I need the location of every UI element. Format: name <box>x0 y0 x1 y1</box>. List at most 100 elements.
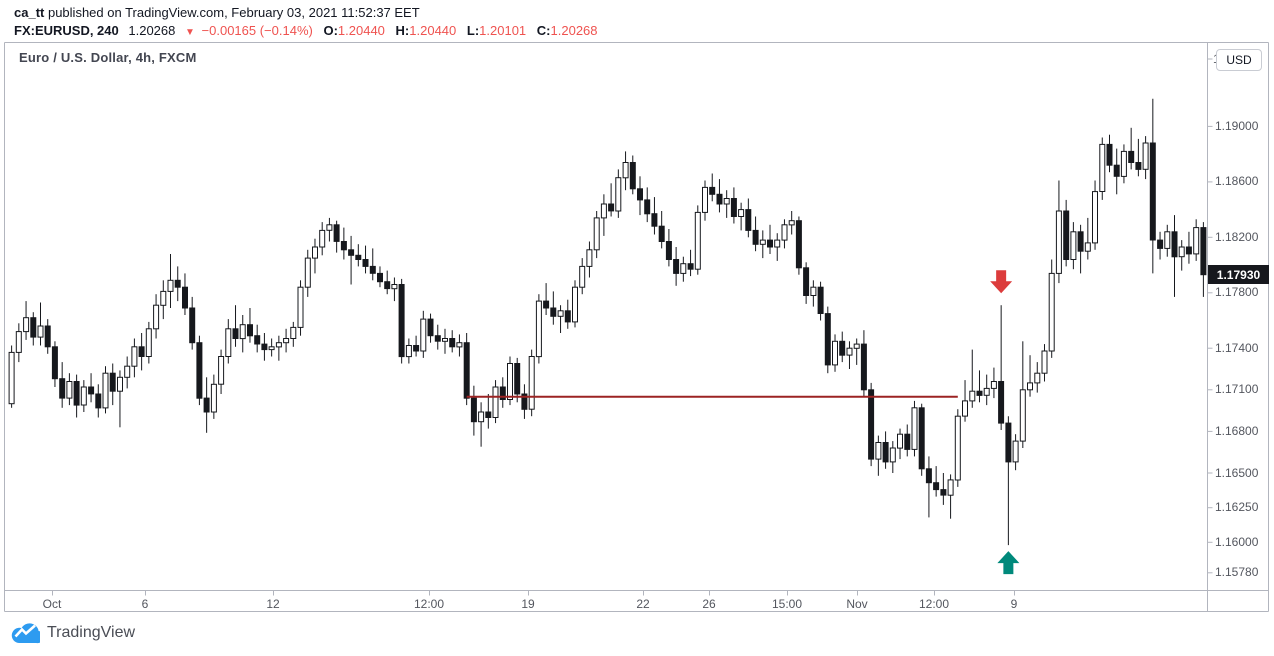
candle <box>868 382 875 467</box>
candle <box>1019 341 1026 448</box>
high-value: 1.20440 <box>409 23 457 38</box>
candle <box>261 333 268 361</box>
candle <box>73 374 80 418</box>
candle <box>304 249 311 297</box>
candles-layer <box>8 98 1207 546</box>
close-value: 1.20268 <box>550 23 598 38</box>
candle <box>680 256 687 282</box>
candle <box>593 211 600 259</box>
change-value: −0.00165 (−0.14%) <box>201 23 313 38</box>
candle <box>665 229 672 267</box>
candle <box>167 254 174 308</box>
author-name: ca_tt <box>14 5 45 20</box>
candle <box>153 294 160 339</box>
high-label: H: <box>395 23 410 38</box>
candle <box>1200 222 1207 297</box>
candle <box>543 283 550 315</box>
candle <box>990 367 997 399</box>
candle <box>586 241 593 278</box>
candle <box>1084 217 1091 260</box>
candle <box>528 349 535 417</box>
candle <box>413 335 420 357</box>
candle <box>369 248 376 281</box>
candle <box>687 249 694 277</box>
candle <box>1077 224 1084 274</box>
candle <box>1063 199 1070 267</box>
candle <box>109 363 116 406</box>
candle <box>817 281 824 321</box>
candle <box>564 299 571 329</box>
arrow-down-marker <box>990 270 1013 294</box>
candle <box>839 331 846 363</box>
candle <box>15 323 22 363</box>
candle <box>283 328 290 353</box>
time-axis-label: 12:00 <box>413 597 445 611</box>
chart-frame <box>4 42 1269 612</box>
price-axis-label: 1.16250 <box>1215 500 1259 515</box>
candle <box>716 179 723 213</box>
candle <box>1113 148 1120 195</box>
close-label: C: <box>536 23 551 38</box>
candle <box>723 190 730 218</box>
candle <box>297 280 304 336</box>
candle <box>860 330 867 397</box>
candle <box>1048 259 1055 358</box>
candle <box>1164 224 1171 257</box>
open-value: 1.20440 <box>337 23 385 38</box>
candle <box>752 216 759 252</box>
tradingview-logo[interactable]: TradingView <box>10 621 135 644</box>
arrow-up-marker <box>997 551 1020 575</box>
candle <box>557 305 564 333</box>
time-axis-label: 12 <box>266 597 280 611</box>
candle <box>1178 240 1185 271</box>
tradingview-logo-text: TradingView <box>47 623 136 641</box>
candle <box>326 217 333 242</box>
candle <box>788 211 795 235</box>
candle <box>1041 344 1048 382</box>
time-axis-label: 22 <box>636 597 650 611</box>
time-axis-label: 26 <box>702 597 716 611</box>
quote-line: FX:EURUSD, 240 1.20268 ▼ −0.00165 (−0.14… <box>14 22 598 41</box>
candle <box>499 377 506 408</box>
candle <box>832 334 838 372</box>
candle <box>702 180 708 221</box>
candle <box>969 349 976 408</box>
candle <box>608 183 615 217</box>
candle <box>124 356 131 389</box>
candle <box>651 197 658 235</box>
candle <box>405 338 412 364</box>
candle <box>1099 137 1106 200</box>
candle <box>579 258 586 295</box>
candle <box>225 319 232 364</box>
candle <box>362 245 369 274</box>
time-axis-label: 12:00 <box>918 597 950 611</box>
price-axis-label: 1.17800 <box>1215 285 1259 300</box>
currency-usd-button[interactable]: USD <box>1216 49 1262 71</box>
price-axis-label: 1.16500 <box>1215 465 1259 480</box>
candle <box>940 473 947 505</box>
candle <box>189 296 196 350</box>
candle <box>1106 134 1113 173</box>
candle <box>268 338 275 357</box>
candle <box>1128 127 1135 170</box>
candle <box>911 400 918 457</box>
candle <box>673 247 680 286</box>
candle <box>1012 434 1019 471</box>
candle <box>904 424 911 457</box>
candle <box>615 169 622 218</box>
published-note: published on TradingView.com, February 0… <box>44 5 420 20</box>
candle <box>340 227 347 260</box>
price-axis-label: 1.17400 <box>1215 340 1259 355</box>
time-axis-label: 9 <box>1010 597 1018 611</box>
candle <box>658 211 665 249</box>
price-axis-label: 1.18200 <box>1215 229 1259 244</box>
candle <box>95 384 102 418</box>
candle <box>391 277 398 302</box>
candle <box>384 270 391 295</box>
chart-title: Euro / U.S. Dollar, 4h, FXCM <box>19 50 197 65</box>
candle <box>925 456 932 518</box>
candle <box>355 244 362 267</box>
candle <box>478 402 485 447</box>
candle <box>398 278 405 364</box>
